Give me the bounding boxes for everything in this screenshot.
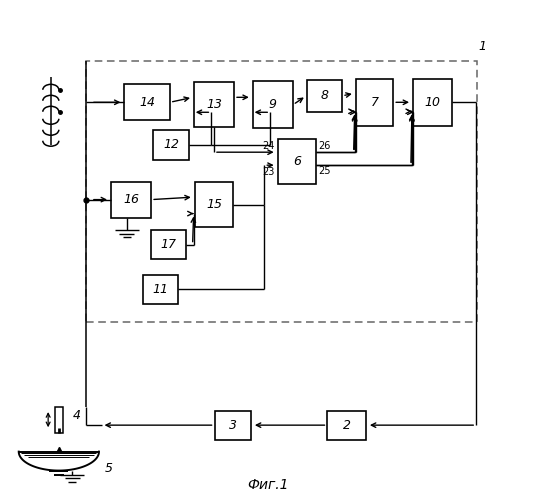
- Text: 2: 2: [343, 419, 350, 432]
- Text: 5: 5: [104, 462, 112, 475]
- FancyBboxPatch shape: [194, 82, 234, 127]
- Text: 6: 6: [293, 155, 301, 168]
- Text: 9: 9: [269, 98, 277, 111]
- FancyBboxPatch shape: [278, 139, 316, 184]
- Text: 16: 16: [123, 193, 139, 206]
- Text: Фиг.1: Фиг.1: [247, 478, 288, 492]
- Text: 11: 11: [152, 283, 169, 296]
- FancyBboxPatch shape: [413, 78, 452, 126]
- FancyBboxPatch shape: [124, 84, 170, 120]
- FancyBboxPatch shape: [356, 78, 393, 126]
- FancyBboxPatch shape: [195, 182, 233, 227]
- Text: 17: 17: [160, 238, 177, 251]
- Text: 7: 7: [371, 96, 378, 109]
- FancyBboxPatch shape: [151, 230, 186, 259]
- Text: 3: 3: [229, 419, 236, 432]
- Text: 13: 13: [206, 98, 222, 111]
- FancyBboxPatch shape: [111, 182, 151, 218]
- FancyBboxPatch shape: [327, 411, 366, 440]
- Text: 23: 23: [263, 167, 275, 177]
- FancyBboxPatch shape: [307, 79, 342, 112]
- Text: 10: 10: [424, 96, 440, 109]
- Text: 25: 25: [318, 166, 330, 176]
- Text: 15: 15: [206, 198, 222, 211]
- Text: 4: 4: [73, 409, 81, 422]
- Text: 8: 8: [321, 89, 328, 102]
- FancyBboxPatch shape: [215, 411, 251, 440]
- FancyBboxPatch shape: [153, 130, 189, 160]
- Text: 24: 24: [263, 141, 275, 151]
- Text: 1: 1: [479, 40, 487, 53]
- Text: 12: 12: [163, 138, 179, 151]
- FancyBboxPatch shape: [143, 275, 178, 304]
- Text: 26: 26: [318, 141, 330, 151]
- FancyBboxPatch shape: [253, 81, 293, 128]
- Text: 14: 14: [139, 96, 155, 109]
- FancyBboxPatch shape: [55, 407, 63, 433]
